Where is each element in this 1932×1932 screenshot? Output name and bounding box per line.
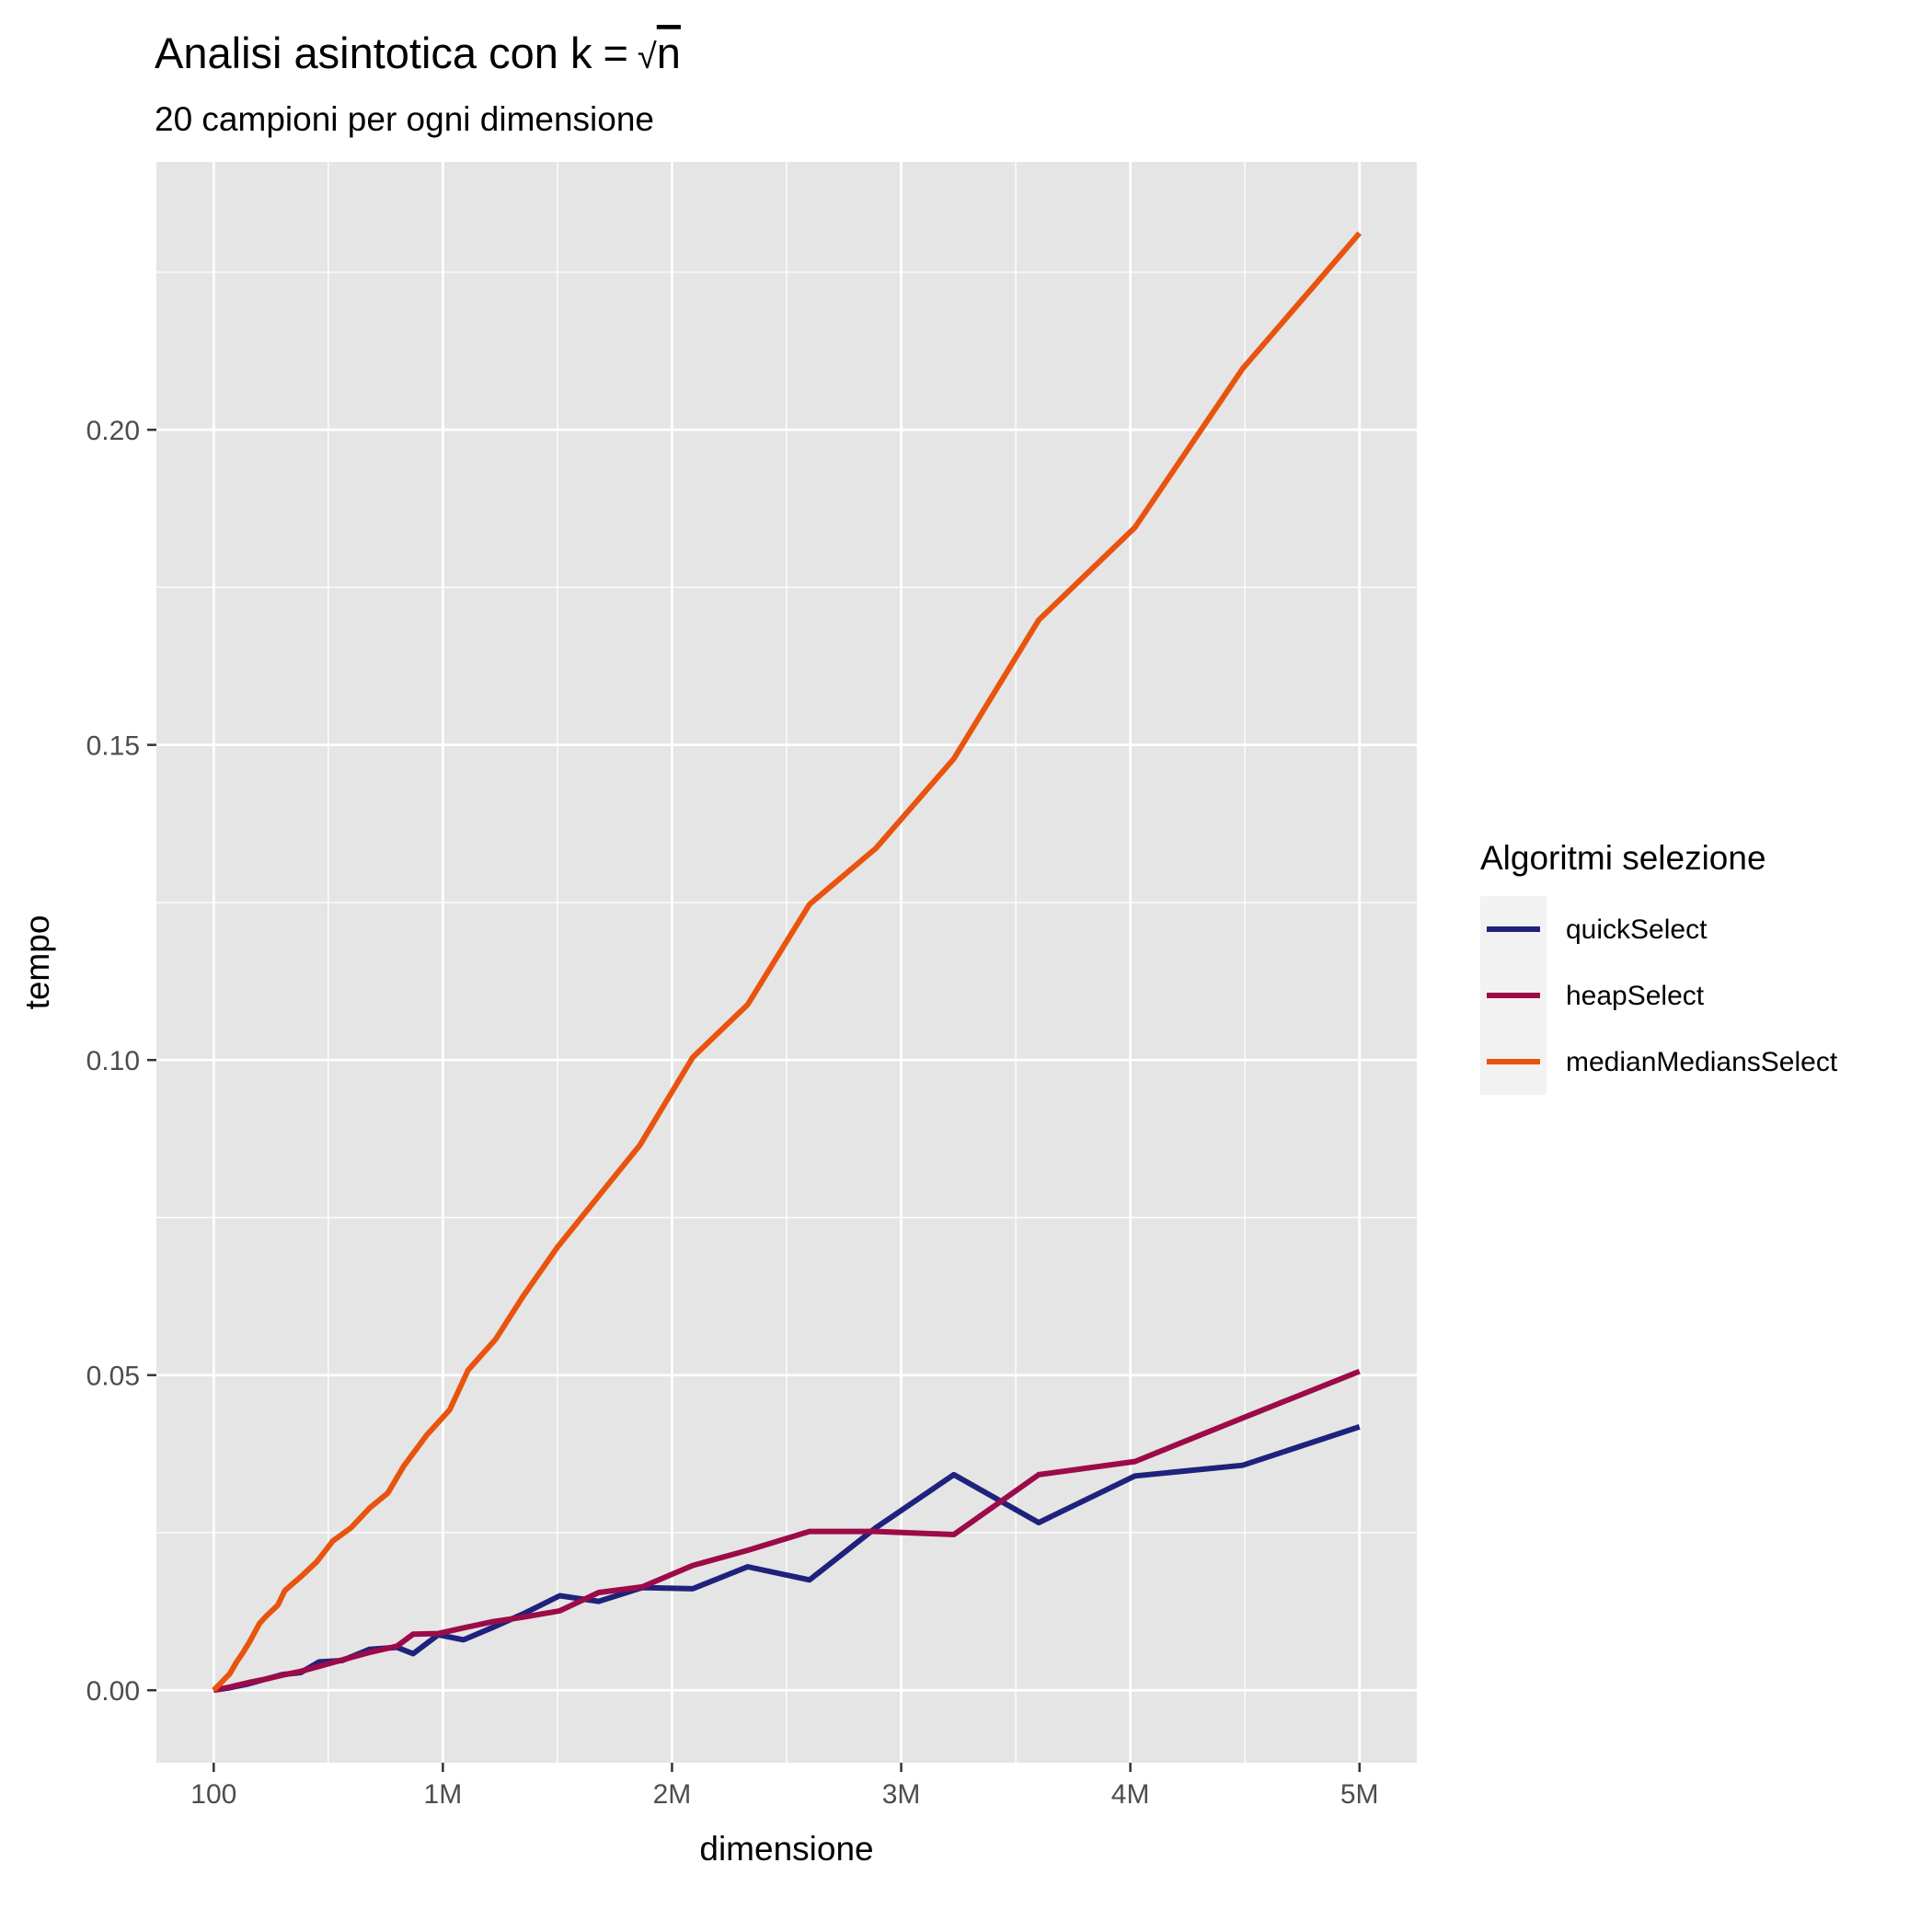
series-line-medianMediansSelect [212,231,1362,1693]
chart-subtitle: 20 campioni per ogni dimensione [155,100,654,138]
y-tick-label: 0.05 [86,1362,140,1392]
x-tick-label: 100 [190,1779,236,1810]
chart-title-prefix: Analisi asintotica con k [155,29,592,77]
y-tick-label: 0.00 [86,1676,140,1707]
legend-label-quickSelect: quickSelect [1566,914,1708,945]
chart-title: Analisi asintotica con k = √n [155,29,681,77]
x-tick-label: 3M [882,1779,921,1810]
y-tick-label: 0.20 [86,416,140,446]
chart-title-sqrt-var: n [657,29,681,77]
legend-label-heapSelect: heapSelect [1566,981,1705,1011]
x-tick-label: 5M [1340,1779,1379,1810]
grid-lines [156,162,1417,1763]
legend-label-medianMediansSelect: medianMediansSelect [1566,1047,1838,1077]
x-axis: 100 1M 2M 3M 4M 5M [190,1763,1379,1810]
y-tick-label: 0.15 [86,731,140,762]
series-layer [212,231,1362,1694]
y-axis-title: tempo [18,915,56,1010]
chart-title-sqrt-symbol: √ [638,38,657,76]
x-axis-title: dimensione [699,1830,873,1868]
legend-title: Algoritmi selezione [1480,839,1766,877]
x-tick-label: 1M [424,1779,463,1810]
x-tick-label: 2M [653,1779,692,1810]
y-axis: 0.00 0.05 0.10 0.15 0.20 [86,416,156,1707]
legend-items: quickSelect heapSelect medianMediansSelect [1487,914,1838,1077]
y-tick-label: 0.10 [86,1046,140,1076]
legend: Algoritmi selezione quickSelect heapSelec… [1480,839,1838,1095]
chart-title-equals: = [603,29,627,77]
series-line-heapSelect [213,1368,1361,1694]
x-tick-label: 4M [1111,1779,1150,1810]
